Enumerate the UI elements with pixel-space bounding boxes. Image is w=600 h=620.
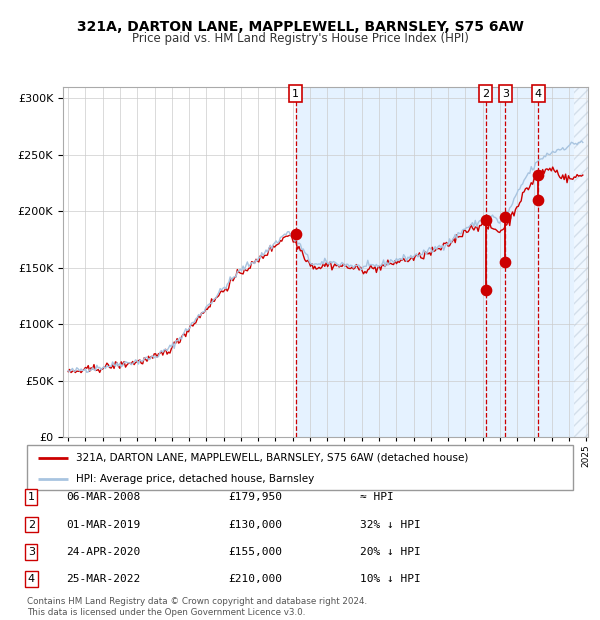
Text: Price paid vs. HM Land Registry's House Price Index (HPI): Price paid vs. HM Land Registry's House … [131, 32, 469, 45]
Point [500, 212, 510, 222]
Text: 01-MAR-2019: 01-MAR-2019 [66, 520, 140, 529]
FancyBboxPatch shape [27, 445, 573, 490]
Point [533, 170, 543, 180]
Text: £130,000: £130,000 [228, 520, 282, 529]
Text: £210,000: £210,000 [228, 574, 282, 584]
Text: 4: 4 [28, 574, 35, 584]
Bar [574, 87, 589, 437]
Text: 1: 1 [292, 89, 299, 99]
Text: 3: 3 [502, 89, 509, 99]
Text: 321A, DARTON LANE, MAPPLEWELL, BARNSLEY, S75 6AW: 321A, DARTON LANE, MAPPLEWELL, BARNSLEY,… [77, 20, 523, 34]
Text: 25-MAR-2022: 25-MAR-2022 [66, 574, 140, 584]
Text: £155,000: £155,000 [228, 547, 282, 557]
Text: 06-MAR-2008: 06-MAR-2008 [66, 492, 140, 502]
Point [291, 229, 301, 239]
Text: 4: 4 [535, 89, 542, 99]
Text: 2: 2 [482, 89, 489, 99]
Bar [296, 87, 588, 437]
Text: Contains HM Land Registry data © Crown copyright and database right 2024.: Contains HM Land Registry data © Crown c… [27, 597, 367, 606]
Point [481, 285, 490, 295]
Text: 1: 1 [28, 492, 35, 502]
Point [533, 195, 543, 205]
Text: 3: 3 [28, 547, 35, 557]
Text: HPI: Average price, detached house, Barnsley: HPI: Average price, detached house, Barn… [76, 474, 314, 484]
Text: 10% ↓ HPI: 10% ↓ HPI [360, 574, 421, 584]
Text: This data is licensed under the Open Government Licence v3.0.: This data is licensed under the Open Gov… [27, 608, 305, 617]
Point [500, 257, 510, 267]
Text: 2: 2 [28, 520, 35, 529]
Text: £179,950: £179,950 [228, 492, 282, 502]
Text: 32% ↓ HPI: 32% ↓ HPI [360, 520, 421, 529]
Text: 24-APR-2020: 24-APR-2020 [66, 547, 140, 557]
Point [481, 215, 490, 225]
Text: 321A, DARTON LANE, MAPPLEWELL, BARNSLEY, S75 6AW (detached house): 321A, DARTON LANE, MAPPLEWELL, BARNSLEY,… [76, 453, 469, 463]
Text: ≈ HPI: ≈ HPI [360, 492, 394, 502]
Text: 20% ↓ HPI: 20% ↓ HPI [360, 547, 421, 557]
